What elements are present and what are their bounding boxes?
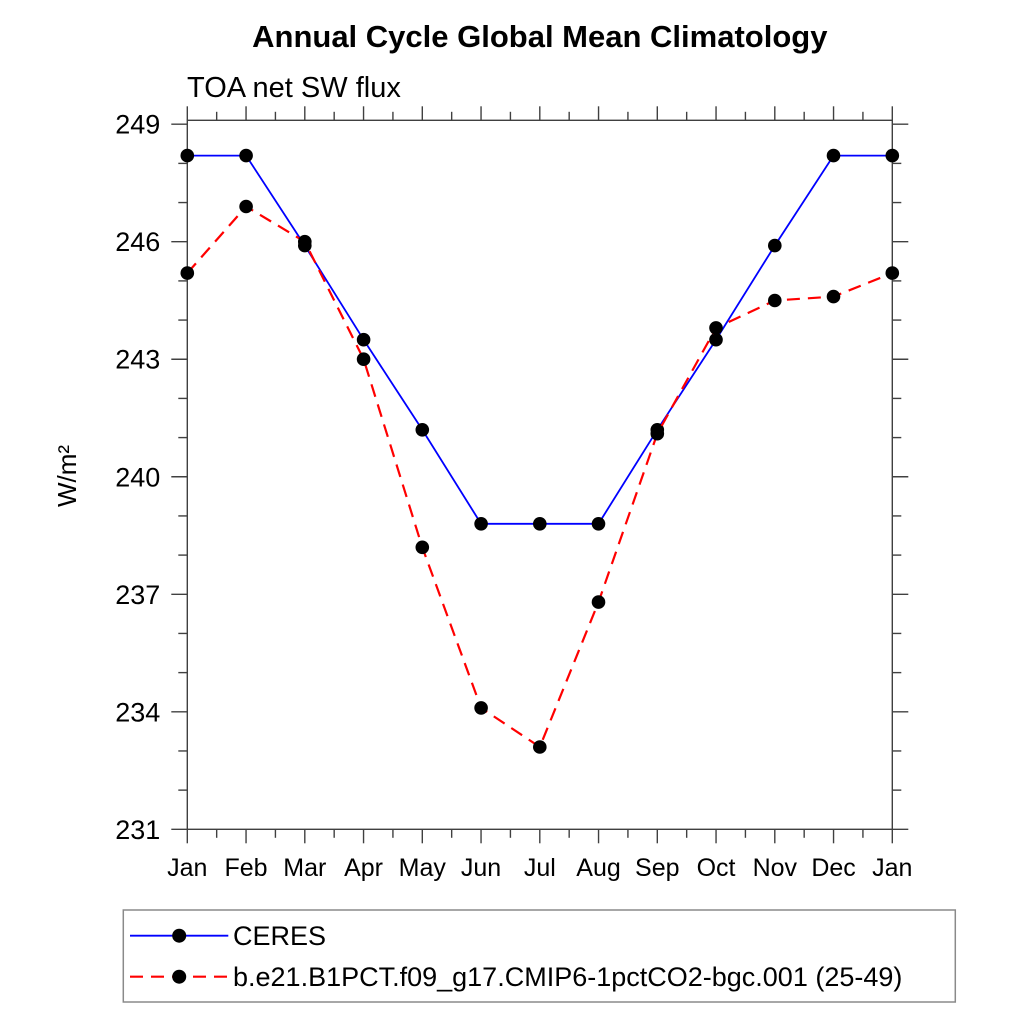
plot-axes: 231 234 237 240 243 246 249 Jan Feb Mar Apr May Jun J… [115, 106, 912, 882]
x-tick-label: Oct [697, 854, 736, 882]
data-point-0-Feb [239, 148, 253, 163]
y-tick-label: 240 [115, 462, 160, 492]
legend-label-ceres: CERES [233, 921, 326, 951]
data-point-1-Dec [826, 289, 841, 304]
y-tick-label: 234 [115, 697, 160, 727]
x-tick-label: Aug [576, 854, 620, 882]
data-point-1-Jul [533, 740, 547, 754]
data-point-1-Jan [885, 266, 900, 280]
x-tick-label: Feb [225, 854, 268, 882]
series-line-1 [186, 205, 893, 749]
x-tick-label: Dec [811, 854, 855, 882]
x-tick-label: Jun [461, 854, 501, 882]
data-point-1-Nov [768, 293, 782, 308]
x-tick-label: Mar [283, 854, 326, 882]
data-point-0-Jun [474, 517, 488, 531]
data-point-0-Jan [180, 148, 195, 163]
series-line-0 [187, 154, 893, 525]
data-point-1-Aug [591, 595, 606, 609]
legend-border [122, 909, 957, 1003]
data-point-1-Sep [650, 426, 665, 441]
data-point-1-Oct [709, 321, 723, 335]
legend-marker-ceres [172, 928, 187, 943]
data-point-0-Apr [356, 332, 371, 347]
data-point-0-Nov [768, 238, 782, 253]
data-point-0-Oct [709, 332, 723, 347]
x-tick-label: Jan [167, 854, 207, 882]
data-point-1-Mar [298, 234, 312, 249]
data-series [180, 148, 900, 754]
legend-label-model: b.e21.B1PCT.f09_g17.CMIP6-1pctCO2-bgc.00… [233, 962, 902, 992]
x-tick-label: Jan [872, 854, 912, 882]
x-tick-label: Apr [344, 854, 383, 882]
data-point-1-Jun [474, 701, 488, 715]
data-point-1-Apr [356, 352, 371, 367]
y-tick-label: 237 [115, 580, 160, 610]
y-tick-label: 249 [115, 110, 160, 140]
legend-marker-model [172, 969, 187, 984]
data-point-1-May [415, 540, 430, 555]
y-axis-label: W/m² [52, 445, 82, 507]
x-tick-label: May [399, 854, 447, 882]
chart-subtitle: TOA net SW flux [187, 72, 401, 104]
data-point-0-Jan [885, 148, 900, 163]
y-tick-label: 243 [115, 345, 160, 375]
y-tick-label: 231 [115, 815, 160, 845]
data-point-1-Feb [239, 199, 253, 214]
data-point-1-Jan [180, 266, 195, 280]
data-point-0-May [415, 423, 430, 437]
y-tick-label: 246 [115, 227, 160, 257]
chart-title: Annual Cycle Global Mean Climatology [252, 19, 828, 54]
legend-box: CERES b.e21.B1PCT.f09_g17.CMIP6-1pctCO2-… [122, 909, 957, 1003]
data-point-0-Dec [826, 148, 841, 163]
x-tick-label: Nov [753, 854, 798, 882]
data-point-0-Aug [591, 517, 606, 531]
x-tick-label: Sep [635, 854, 679, 882]
x-tick-label: Jul [524, 854, 556, 882]
data-point-0-Jul [533, 517, 547, 531]
